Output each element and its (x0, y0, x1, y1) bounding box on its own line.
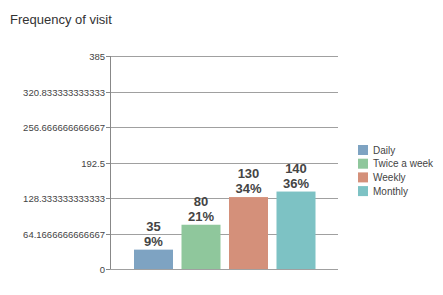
title: Frequency of visit (10, 12, 112, 27)
tick-mark (106, 234, 110, 235)
data-label: 35 (146, 219, 160, 234)
legend-label: Weekly (373, 172, 406, 183)
legend-label: Monthly (373, 186, 408, 197)
percent-label: 21% (188, 209, 214, 224)
percent-label: 36% (283, 176, 309, 191)
grid-line (110, 56, 338, 57)
percent-label: 34% (235, 181, 261, 196)
chart-root: Frequency of visit 0 64.1666666666667 128.3… (0, 0, 443, 295)
data-label: 80 (194, 194, 208, 209)
legend: Daily Twice a week Weekly Monthly (358, 145, 434, 197)
bar (134, 250, 173, 269)
legend-swatch (358, 145, 368, 155)
legend-swatch (358, 172, 368, 182)
tick-label: 128.333333333333 (23, 193, 105, 204)
tick-label: 0 (100, 264, 105, 275)
tick-label: 64.1666666666667 (23, 229, 105, 240)
tick-label: 192.5 (81, 158, 105, 169)
y-axis-line (110, 56, 111, 269)
data-label: 140 (285, 161, 307, 176)
legend-label: Daily (373, 145, 395, 156)
tick-mark (106, 269, 110, 270)
tick-mark (106, 127, 110, 128)
data-labels: 359% 8021% 13034% 14036% (144, 161, 309, 249)
bar (182, 225, 221, 269)
legend-swatch (358, 159, 368, 169)
legend-swatch (358, 186, 368, 196)
grid-line (110, 127, 338, 128)
legend-label: Twice a week (373, 158, 434, 169)
tick-label: 256.666666666667 (23, 122, 105, 133)
chart-svg: Frequency of visit 0 64.1666666666667 128.3… (0, 0, 443, 295)
percent-label: 9% (144, 234, 163, 249)
tick-label: 385 (89, 51, 105, 62)
bar (229, 197, 268, 269)
tick-mark (106, 92, 110, 93)
data-label: 130 (238, 166, 260, 181)
tick-mark (106, 198, 110, 199)
bars (134, 192, 316, 269)
tick-mark (106, 163, 110, 164)
tick-mark (106, 56, 110, 57)
grid-line (110, 92, 338, 93)
grid-line (110, 269, 338, 270)
tick-label: 320.833333333333 (23, 87, 105, 98)
bar (277, 192, 316, 269)
